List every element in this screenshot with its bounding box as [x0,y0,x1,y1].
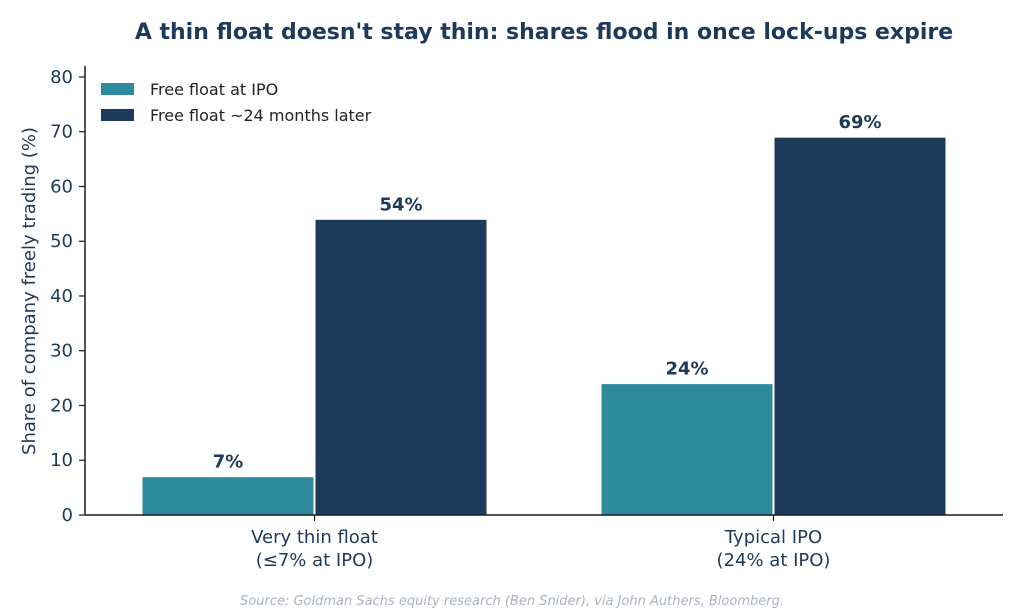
source-note: Source: Goldman Sachs equity research (B… [240,594,784,609]
legend: Free float at IPO Free float ~24 months l… [101,80,372,125]
y-tick-label: 30 [50,341,73,362]
legend-swatch [101,109,134,121]
x-category-label: (24% at IPO) [717,550,831,571]
plot-area: 7% 24% 54% 69% 0 10 20 30 40 50 60 70 80 Very thin fl… [50,66,1003,571]
bar-later-2 [773,136,947,516]
y-tick-label: 50 [50,231,73,252]
legend-swatch [101,83,134,95]
data-label: 7% [213,452,244,473]
bar-ipo-2 [600,383,774,516]
y-tick-label: 40 [50,286,73,307]
legend-label: Free float at IPO [150,80,278,99]
y-tick-label: 20 [50,395,73,416]
x-category-label: Typical IPO [724,527,822,548]
y-tick-label: 70 [50,122,73,143]
y-tick-label: 0 [62,505,73,526]
bar-later-1 [314,218,488,516]
y-axis-label: Share of company freely trading (%) [19,127,40,455]
data-label: 54% [379,194,422,215]
data-label: 24% [665,359,708,380]
y-tick-label: 10 [50,450,73,471]
y-tick-label: 80 [50,67,73,88]
chart-title: A thin float doesn't stay thin: shares f… [135,20,953,45]
data-label: 69% [838,112,881,133]
x-category-label: Very thin float [251,527,378,548]
legend-label: Free float ~24 months later [150,106,372,125]
bar-ipo-1 [141,476,315,516]
y-tick-label: 60 [50,176,73,197]
x-category-label: (≤7% at IPO) [256,550,374,571]
